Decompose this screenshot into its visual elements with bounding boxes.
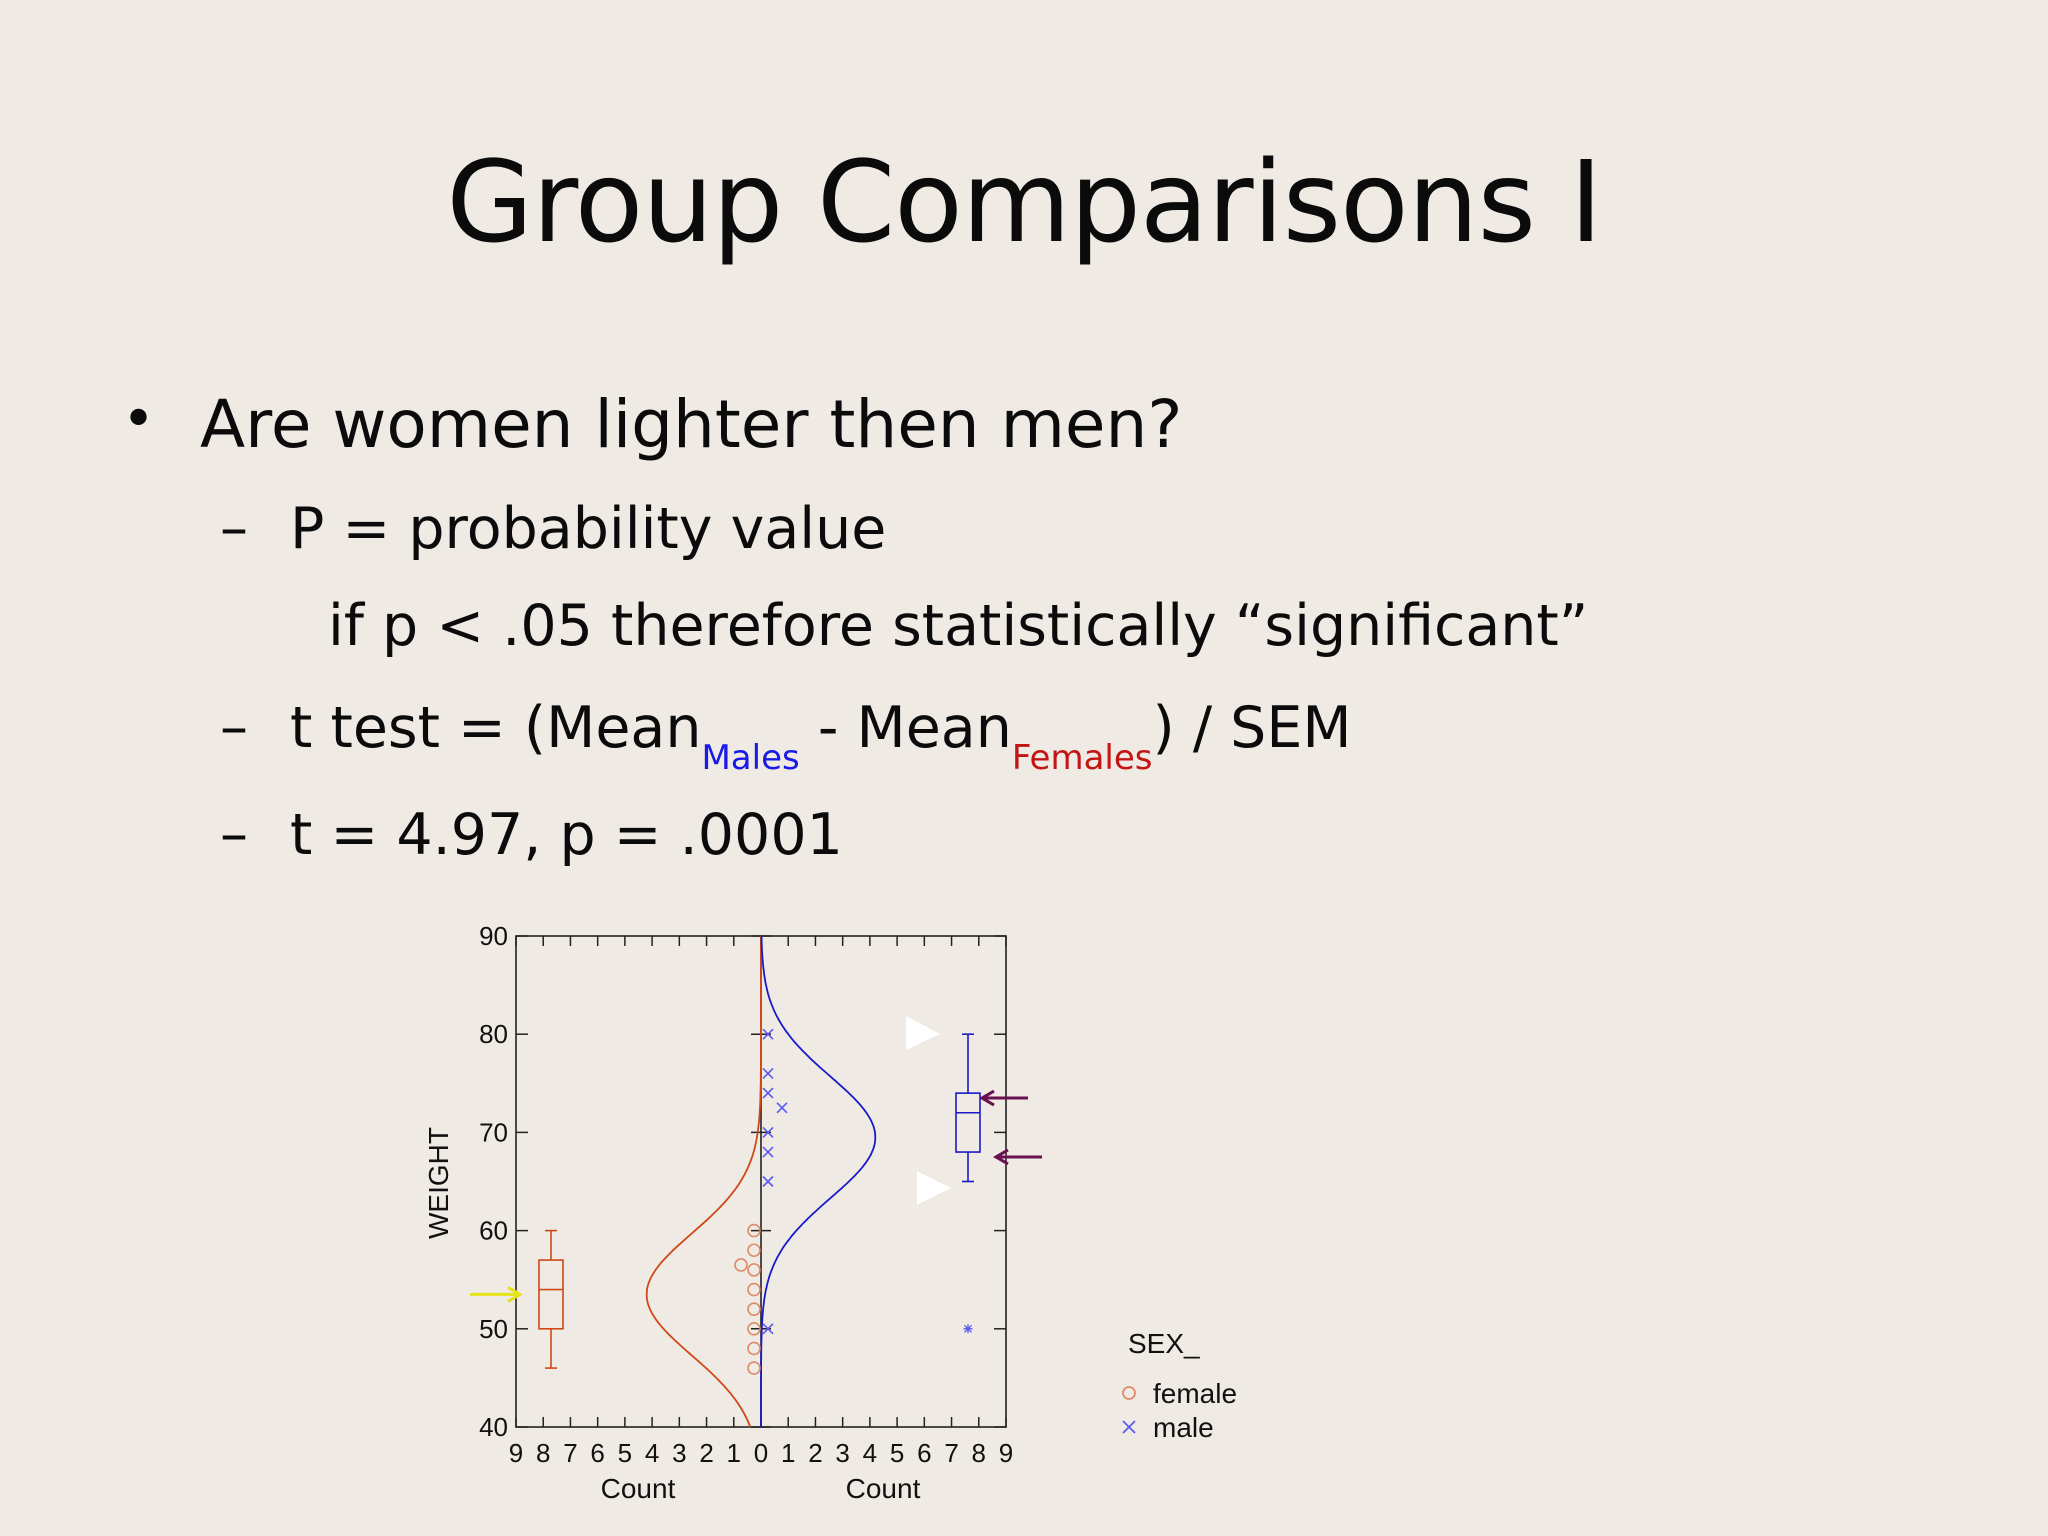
female-point — [747, 1263, 761, 1277]
x-tick-label-left: 3 — [672, 1438, 686, 1468]
x-tick-label-right: 4 — [863, 1438, 877, 1468]
x-tick-label-right: 5 — [890, 1438, 904, 1468]
female-box — [538, 1259, 564, 1330]
bullet-question: Are women lighter then men? — [200, 386, 1183, 463]
left-x-axis-label: Count — [601, 1473, 676, 1504]
formula-suffix: ) / SEM — [1152, 695, 1352, 761]
formula-mid: - Mean — [799, 695, 1012, 761]
x-tick-label-left: 1 — [727, 1438, 741, 1468]
y-tick-label: 50 — [479, 1314, 508, 1344]
bullet-dot: • — [122, 387, 156, 452]
subscript-females: Females — [1011, 738, 1153, 778]
y-tick-label: 70 — [479, 1117, 508, 1147]
right-x-axis-label: Count — [846, 1473, 921, 1504]
female-point — [747, 1322, 761, 1336]
female-mean-arrow-head — [507, 1286, 523, 1303]
x-tick-label-left: 4 — [645, 1438, 659, 1468]
x-tick-label-right: 7 — [944, 1438, 958, 1468]
dash-1: – — [220, 496, 248, 561]
significance-rule: if p < .05 therefore statistically “sign… — [328, 593, 1589, 659]
legend-female-marker — [1122, 1386, 1136, 1400]
x-tick-label-left: 2 — [699, 1438, 713, 1468]
q1-annotation-arrow-head — [993, 1148, 1009, 1166]
female-point — [747, 1361, 761, 1375]
legend-female-label: female — [1153, 1378, 1237, 1409]
x-tick-label-right: 6 — [917, 1438, 931, 1468]
slide-title: Group Comparisons I — [446, 138, 1602, 268]
male-box — [955, 1092, 981, 1153]
female-point — [734, 1258, 748, 1272]
x-tick-label-left: 0 — [754, 1438, 768, 1468]
y-tick-label: 80 — [479, 1019, 508, 1049]
x-tick-label-right: 2 — [808, 1438, 822, 1468]
x-tick-label-left: 5 — [618, 1438, 632, 1468]
white-triangle-marker-lower — [917, 1171, 951, 1205]
t-test-result: t = 4.97, p = .0001 — [290, 802, 843, 868]
legend-title: SEX_ — [1128, 1328, 1200, 1359]
x-tick-label-left: 9 — [509, 1438, 523, 1468]
x-tick-label-right: 8 — [972, 1438, 986, 1468]
x-tick-label-right: 3 — [835, 1438, 849, 1468]
male-point — [762, 1087, 774, 1099]
t-test-formula: t test = (MeanMales - MeanFemales) / SEM — [290, 693, 1352, 778]
male-point — [762, 1323, 774, 1335]
legend-male-label: male — [1153, 1412, 1214, 1443]
subscript-males: Males — [701, 738, 800, 778]
female-normal-curve — [645, 936, 762, 1428]
female-point — [747, 1341, 761, 1356]
x-tick-label-right: 1 — [781, 1438, 795, 1468]
male-point — [762, 1126, 774, 1138]
y-tick-label: 60 — [479, 1216, 508, 1246]
female-point — [747, 1243, 761, 1258]
male-point — [762, 1067, 774, 1080]
male-outlier-point — [963, 1324, 973, 1334]
white-triangle-marker-upper — [906, 1016, 940, 1050]
p-value-definition: P = probability value — [290, 496, 887, 562]
male-point — [776, 1102, 788, 1114]
female-point — [747, 1302, 761, 1316]
male-point — [762, 1146, 774, 1158]
x-tick-label-left: 7 — [563, 1438, 577, 1468]
legend-male-marker — [1122, 1420, 1136, 1434]
female-point — [747, 1223, 761, 1238]
male-point — [762, 1028, 774, 1040]
male-point — [762, 1175, 774, 1188]
dash-2: – — [220, 695, 248, 760]
x-tick-label-left: 6 — [590, 1438, 604, 1468]
y-tick-label: 40 — [479, 1412, 508, 1442]
y-tick-label: 90 — [479, 921, 508, 951]
x-tick-label-left: 8 — [536, 1438, 550, 1468]
dash-3: – — [220, 802, 248, 867]
q3-annotation-arrow-head — [979, 1089, 995, 1107]
formula-prefix: t test = (Mean — [290, 695, 702, 761]
male-normal-curve — [760, 935, 877, 1427]
female-point — [747, 1282, 761, 1297]
x-tick-label-right: 9 — [999, 1438, 1013, 1468]
y-axis-label: WEIGHT — [423, 1127, 454, 1239]
